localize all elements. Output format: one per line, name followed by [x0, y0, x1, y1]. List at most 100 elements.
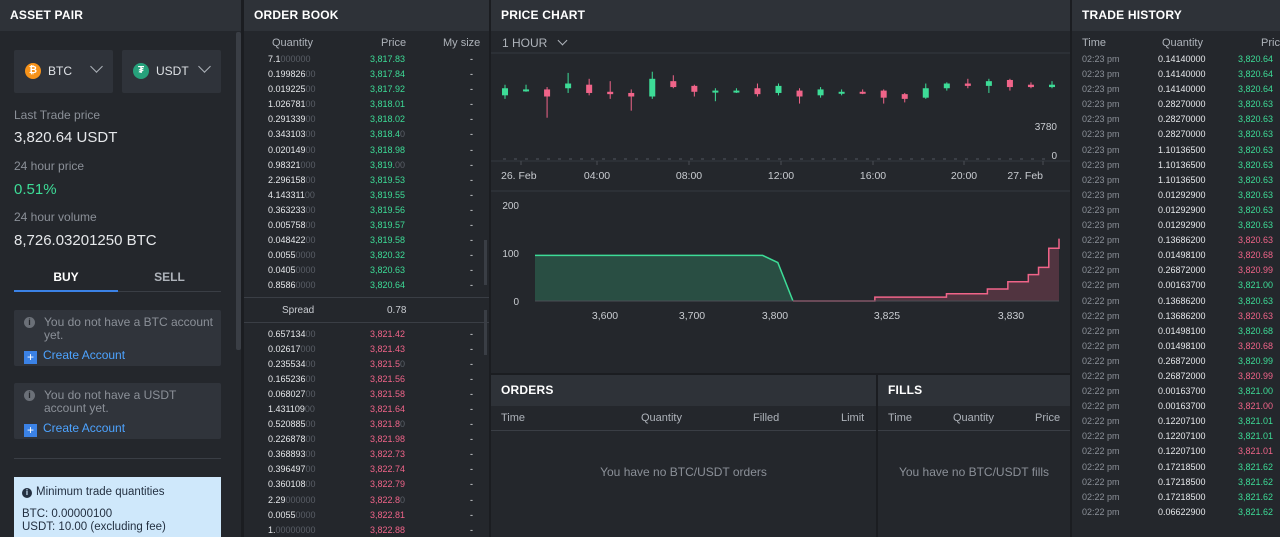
order-book-row[interactable]: 0.36010800 3,822.79 -	[244, 478, 489, 493]
trade-quantity: 0.01292900	[1158, 220, 1206, 231]
create-usdt-account-link[interactable]: + Create Account	[24, 422, 213, 437]
quantity-padding: 000000	[280, 54, 311, 64]
quantity-padding: 00	[305, 434, 316, 445]
order-book-row[interactable]: 0.04842200 3,819.58 -	[244, 234, 489, 249]
row-my-size: -	[470, 114, 473, 125]
quote-asset-select[interactable]: ₮ USDT	[122, 50, 221, 93]
order-book-row[interactable]: 2.29000000 3,822.80 -	[244, 494, 489, 509]
order-book-row[interactable]: 0.39649700 3,822.74 -	[244, 463, 489, 478]
book-scrollbar[interactable]	[484, 240, 487, 285]
row-price: 3,819.57	[370, 220, 405, 230]
order-book-row[interactable]: 7.1000000 3,817.83 -	[244, 53, 489, 68]
trade-price: 3,820.68	[1238, 340, 1274, 351]
trade-row: 02:22 pm 0.01498100 3,820.68	[1072, 340, 1280, 355]
create-btc-account-link[interactable]: + Create Account	[24, 349, 213, 364]
order-book-row[interactable]: 0.23553400 3,821.50 -	[244, 358, 489, 373]
order-book-row[interactable]: 0.29133900 3,818.02 -	[244, 113, 489, 128]
fills-panel: FILLS Time Quantity Price You have no BT…	[878, 375, 1070, 537]
candle-body	[796, 90, 803, 97]
order-book-row[interactable]: 0.34310300 3,818.40 -	[244, 128, 489, 143]
fills-title: FILLS	[878, 375, 1070, 406]
trade-quantity: 0.17218500	[1158, 461, 1206, 472]
volume-bar	[602, 158, 605, 160]
fills-empty-message: You have no BTC/USDT fills	[898, 465, 1050, 479]
trade-quantity: 0.28270000	[1158, 129, 1206, 140]
order-book-row[interactable]: 0.52088500 3,821.80 -	[244, 418, 489, 433]
volume-bar	[745, 158, 748, 160]
interval-select[interactable]: 1 HOUR	[502, 35, 568, 50]
quantity-digits: 7.1	[268, 54, 281, 64]
order-book-row[interactable]: 1.43110900 3,821.64 -	[244, 403, 489, 418]
order-book-row[interactable]: 1.02678100 3,818.01 -	[244, 98, 489, 113]
x-tick-label: 12:00	[768, 170, 794, 182]
quantity-padding: 000	[300, 343, 316, 354]
price-chart-svg[interactable]: 3780 0 26. Feb 04:00 08:00 12:00 16:00 20:00 27.…	[491, 31, 1070, 373]
order-book-row[interactable]: 0.02014900 3,818.98 -	[244, 144, 489, 159]
volume-bar	[591, 158, 594, 160]
trade-price: 3,821.01	[1238, 431, 1274, 442]
row-quantity: 0.23553400	[268, 359, 316, 369]
order-book-row[interactable]: 0.02617000 3,821.43 -	[244, 343, 489, 358]
price-padding: 0	[400, 358, 406, 369]
trade-time: 02:22 pm	[1082, 416, 1120, 427]
order-book-row[interactable]: 0.01922500 3,817.92 -	[244, 83, 489, 98]
order-book-row[interactable]: 0.16523600 3,821.56 -	[244, 373, 489, 388]
row-my-size: -	[470, 84, 473, 95]
row-my-size: -	[470, 129, 473, 140]
order-book-row[interactable]: 0.36323300 3,819.56 -	[244, 204, 489, 219]
quantity-digits: 0.048422	[268, 235, 306, 246]
volume-bar	[899, 158, 902, 160]
quantity-digits: 0.360108	[268, 479, 306, 490]
x-tick-label: 26. Feb	[501, 170, 537, 182]
order-book-row[interactable]: 1.00000000 3,822.88 -	[244, 524, 489, 537]
order-book-row[interactable]: 0.06802700 3,821.58 -	[244, 388, 489, 403]
order-book-row[interactable]: 0.65713400 3,821.42 -	[244, 328, 489, 343]
asset-pair-panel: ASSET PAIR ₿ BTC ₮ USDT Last Trade price…	[0, 0, 241, 537]
trade-quantity: 0.28270000	[1158, 99, 1206, 110]
order-book-row[interactable]: 0.00550000 3,822.81 -	[244, 509, 489, 524]
trade-price: 3,820.63	[1238, 99, 1274, 110]
row-price: 3,817.84	[370, 69, 405, 79]
depth-x-label: 3,800	[762, 310, 788, 322]
tab-sell[interactable]: SELL	[118, 262, 221, 292]
order-book-row[interactable]: 2.29615800 3,819.53 -	[244, 174, 489, 189]
order-book-row[interactable]: 0.22687800 3,821.98 -	[244, 433, 489, 448]
base-asset-select[interactable]: ₿ BTC	[14, 50, 113, 93]
quantity-padding: 00	[305, 204, 316, 215]
order-book-row[interactable]: 0.98321000 3,819.00 -	[244, 159, 489, 174]
quantity-digits: 0.165236	[268, 373, 306, 384]
order-book-row[interactable]: 0.19982600 3,817.84 -	[244, 68, 489, 83]
row-price: 3,822.81	[370, 510, 405, 520]
min-trade-box: i Minimum trade quantities BTC: 0.0000010…	[14, 477, 221, 537]
order-book-row[interactable]: 0.00575800 3,819.57 -	[244, 219, 489, 234]
info-icon: i	[24, 317, 35, 328]
order-book-row[interactable]: 0.00550000 3,820.32 -	[244, 249, 489, 264]
trade-time: 02:23 pm	[1082, 84, 1120, 95]
row-quantity: 0.29133900	[268, 114, 316, 124]
volume-bar	[525, 158, 528, 160]
candle	[1006, 78, 1013, 91]
row-my-size: -	[470, 174, 473, 185]
row-quantity: 2.29000000	[268, 495, 316, 505]
asset-scrollbar[interactable]	[236, 32, 241, 350]
row-quantity: 0.65713400	[268, 329, 316, 339]
order-book-row[interactable]: 0.04050000 3,820.63 -	[244, 264, 489, 279]
row-price: 3,818.40	[370, 129, 405, 139]
price-digits: 3,819.	[370, 159, 396, 170]
price-digits: 3,817.92	[370, 84, 406, 95]
depth-y-label: 100	[502, 249, 519, 260]
row-quantity: 0.04050000	[268, 265, 316, 275]
candle-body	[901, 94, 908, 99]
fills-columns: Time Quantity Price	[878, 406, 1070, 431]
trade-price: 3,821.00	[1238, 386, 1274, 397]
trade-quantity: 0.12207100	[1158, 431, 1206, 442]
trade-quantity: 1.10136500	[1158, 144, 1206, 155]
trade-time: 02:22 pm	[1082, 506, 1120, 517]
order-book-row[interactable]: 0.36889300 3,822.73 -	[244, 448, 489, 463]
volume-bar	[712, 158, 715, 160]
price-digits: 3,821.58	[370, 388, 406, 399]
order-book-row[interactable]: 4.14331100 3,819.55 -	[244, 189, 489, 204]
order-book-row[interactable]: 0.85860000 3,820.64 -	[244, 279, 489, 294]
tab-buy[interactable]: BUY	[14, 262, 118, 292]
book-scrollbar-lower[interactable]	[484, 310, 487, 355]
